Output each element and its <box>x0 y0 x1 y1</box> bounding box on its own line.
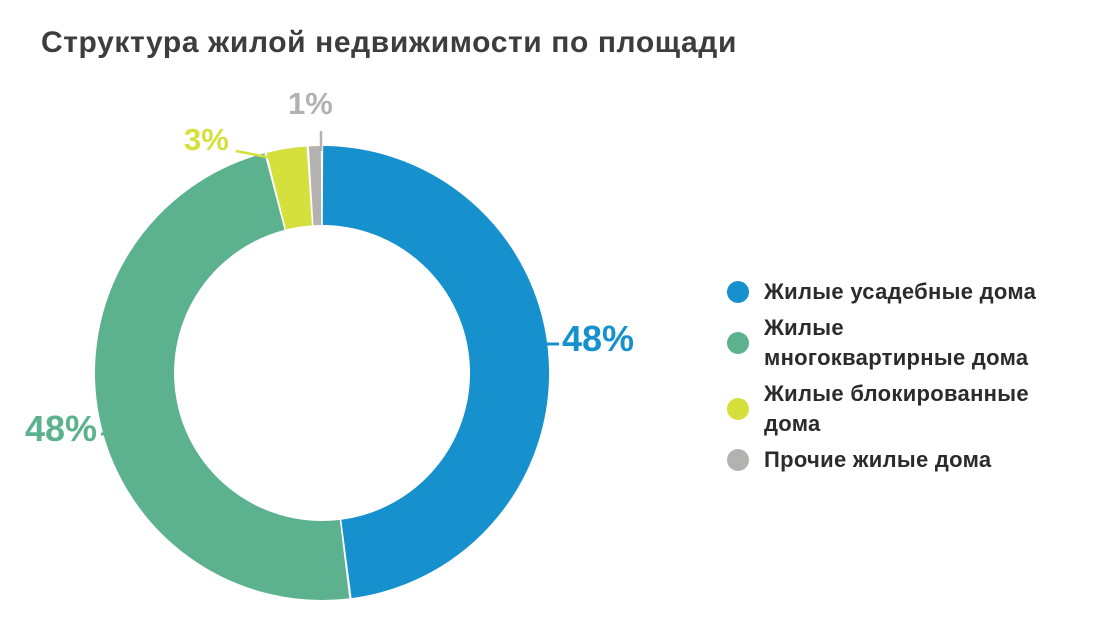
donut-slice-1[interactable] <box>95 153 350 600</box>
leader-line-blocked-homes <box>235 149 278 161</box>
legend-dot-homestead-icon <box>727 281 749 303</box>
legend-dot-apartment-icon <box>727 332 749 354</box>
legend-item-apartment[interactable]: Жилые многоквартирные дома <box>727 313 1057 373</box>
legend: Жилые усадебные дома Жилые многоквартирн… <box>727 277 1057 475</box>
legend-label-blocked: Жилые блокированные дома <box>764 381 1029 436</box>
value-label-apartment: 48% <box>24 408 97 449</box>
legend-label-other: Прочие жилые дома <box>764 447 992 472</box>
donut-slice-2[interactable] <box>266 146 313 230</box>
value-label-other: 1% <box>288 86 333 121</box>
legend-label-apartment: Жилые многоквартирные дома <box>764 315 1029 370</box>
legend-dot-other-icon <box>727 449 749 471</box>
donut-slice-0[interactable] <box>322 146 550 599</box>
chart-title: Структура жилой недвижимости по площади <box>41 26 737 59</box>
value-label-homestead: 48% <box>562 318 635 359</box>
legend-dot-blocked-icon <box>727 398 749 420</box>
legend-item-homestead[interactable]: Жилые усадебные дома <box>727 277 1057 307</box>
legend-item-other[interactable]: Прочие жилые дома <box>727 445 1057 475</box>
value-label-blocked: 3% <box>184 122 229 157</box>
legend-label-homestead: Жилые усадебные дома <box>764 279 1037 304</box>
legend-item-blocked[interactable]: Жилые блокированные дома <box>727 379 1057 439</box>
